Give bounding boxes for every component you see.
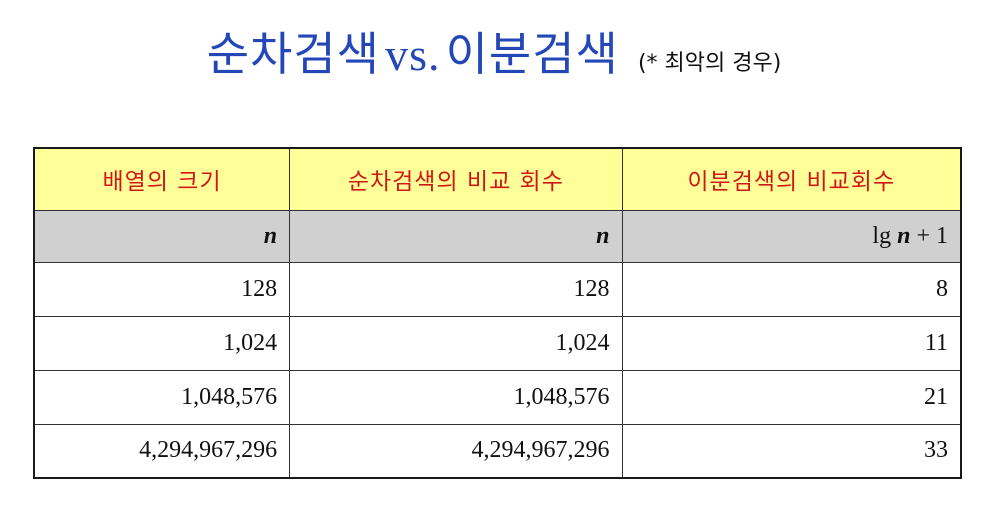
header-array-size: 배열의 크기	[33, 147, 291, 211]
formula-lg: lg	[872, 222, 898, 249]
header-sequential-comparisons: 순차검색의 비교 회수	[289, 147, 623, 211]
header-row: 배열의 크기 순차검색의 비교 회수 이분검색의 비교회수	[33, 147, 962, 211]
formula-var-n: n	[897, 222, 911, 249]
table-row: 1,048,576 1,048,576 21	[33, 369, 962, 425]
title-vs: vs.	[385, 29, 441, 80]
formula-array-size: n	[33, 209, 291, 263]
cell-binary: 21	[621, 369, 962, 425]
cell-array-size: 4,294,967,296	[33, 423, 291, 479]
slide-title: 순차검색 vs. 이분검색 (* 최악의 경우)	[0, 18, 988, 88]
cell-sequential: 1,048,576	[289, 369, 623, 425]
cell-binary: 8	[621, 261, 962, 317]
cell-array-size: 128	[33, 261, 291, 317]
formula-row: n n lg n + 1	[33, 209, 962, 263]
comparison-table: 배열의 크기 순차검색의 비교 회수 이분검색의 비교회수 n n lg n +…	[33, 147, 962, 479]
formula-sequential: n	[289, 209, 623, 263]
header-binary-comparisons: 이분검색의 비교회수	[621, 147, 962, 211]
formula-binary: lg n + 1	[621, 209, 962, 263]
formula-plus-one: + 1	[910, 222, 948, 249]
cell-array-size: 1,048,576	[33, 369, 291, 425]
table-row: 1,024 1,024 11	[33, 315, 962, 371]
title-note: (* 최악의 경우)	[637, 51, 782, 76]
formula-var-n: n	[263, 222, 278, 249]
cell-sequential: 1,024	[289, 315, 623, 371]
title-sequential-search: 순차검색	[206, 27, 380, 81]
table-row: 128 128 8	[33, 261, 962, 317]
table-row: 4,294,967,296 4,294,967,296 33	[33, 423, 962, 479]
cell-binary: 33	[621, 423, 962, 479]
cell-array-size: 1,024	[33, 315, 291, 371]
title-binary-search: 이분검색	[445, 27, 619, 81]
cell-sequential: 4,294,967,296	[289, 423, 623, 479]
formula-var-n: n	[596, 222, 610, 249]
cell-binary: 11	[621, 315, 962, 371]
cell-sequential: 128	[289, 261, 623, 317]
